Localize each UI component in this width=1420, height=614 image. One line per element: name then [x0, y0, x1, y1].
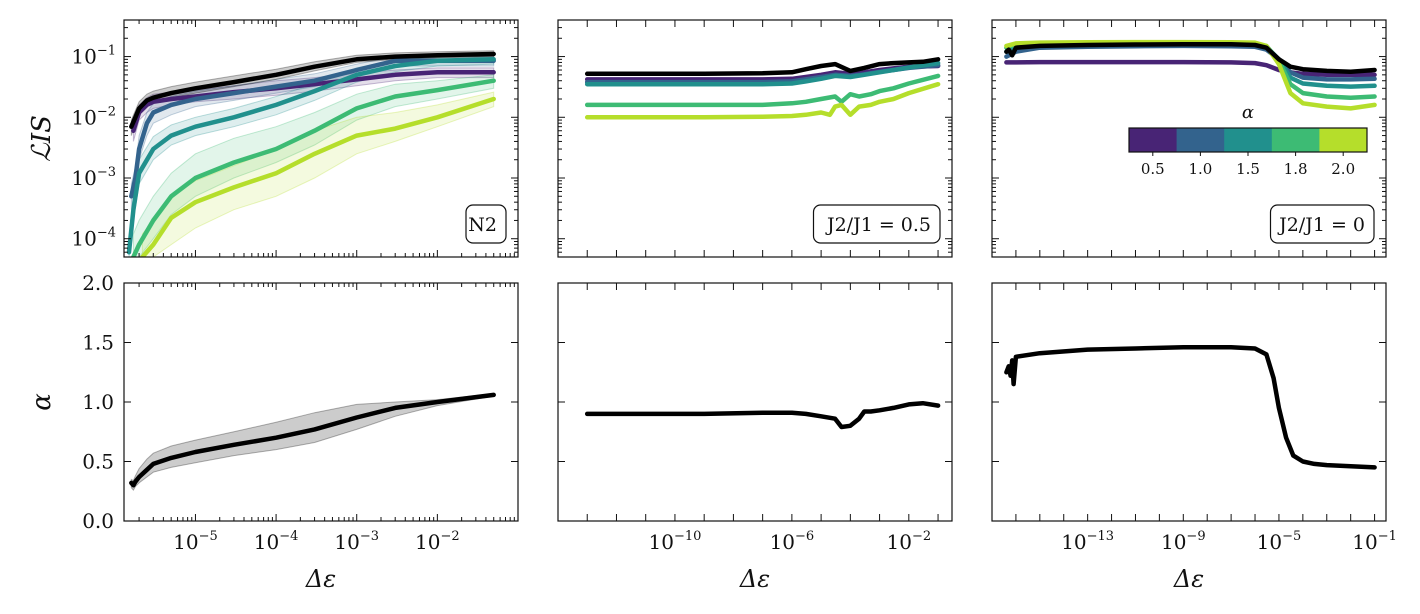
- y-ticks-p5: [558, 282, 952, 522]
- colorbar-segment: [1129, 128, 1178, 152]
- panel-p4: 0.0 0.5 1.0 1.5 2.0 10−5 10−4 10−3 10−2 α Δε: [27, 271, 519, 593]
- axes-frame-p2: [557, 19, 953, 258]
- colorbar-tick-label: 2.0: [1331, 160, 1355, 178]
- x-ticks-p1: [138, 20, 519, 257]
- x-tick-label: 10−5: [1257, 529, 1302, 554]
- series-line-p3-0: [1004, 59, 1377, 78]
- plot-area-p4: [129, 392, 496, 491]
- panel-p2: J2/J1 = 0.5: [557, 19, 953, 258]
- x-tick-label: 10−9: [1161, 529, 1206, 554]
- y-tick-label: 10−3: [71, 165, 116, 190]
- x-tick-label: 10−4: [254, 529, 299, 554]
- colorbar-tick-label: 1.8: [1284, 160, 1308, 178]
- x-axis-label-p6: Δε: [1173, 565, 1204, 593]
- series-line-p2-5: [584, 57, 941, 77]
- x-ticks-p2: [557, 20, 939, 257]
- series-line-p2-3: [584, 73, 941, 108]
- y-tick-label: 0.5: [82, 450, 114, 474]
- panel-p5: 10−10 10−6 10−2 Δε: [557, 282, 953, 593]
- band-p1-4: [141, 91, 495, 257]
- y-ticks-p6: [992, 282, 1386, 522]
- band-p4-0: [130, 393, 495, 491]
- x-tick-label: 10−3: [334, 529, 379, 554]
- colorbar-segment: [1176, 128, 1225, 152]
- y-ticks-p1: [124, 27, 518, 253]
- series-line-p2-2: [584, 60, 941, 87]
- x-tick-label: 10−13: [1061, 529, 1114, 554]
- colorbar-tick-label: 0.5: [1141, 160, 1165, 178]
- y-tick-label: 1.0: [82, 390, 114, 414]
- x-tick-label: 10−2: [415, 529, 460, 554]
- plot-area-p3: [1004, 39, 1377, 111]
- plot-area-p2: [584, 57, 941, 120]
- y-ticks-p4: [124, 282, 518, 522]
- plot-area-p1: [126, 50, 496, 257]
- series-line-p2-4: [584, 81, 941, 120]
- x-tick-label: 10−2: [887, 529, 932, 554]
- band-p1-3: [132, 74, 495, 257]
- y-tick-label: 10−4: [71, 226, 116, 251]
- colorbar: α 0.5 1.0 1.5 1.8 2.0: [1128, 102, 1368, 178]
- x-tick-label: 10−10: [648, 529, 701, 554]
- x-tick-label: 10−5: [173, 529, 218, 554]
- panel-p6: 10−13 10−9 10−5 10−1 Δε: [991, 282, 1397, 593]
- y-ticks-p3: [992, 27, 1386, 253]
- x-axis-label-p5: Δε: [739, 565, 770, 593]
- colorbar-title: α: [1242, 102, 1254, 123]
- y-tick-label: 10−1: [71, 44, 116, 69]
- x-axis-label-p4: Δε: [305, 565, 336, 593]
- annotation-box-p3: [1269, 204, 1375, 244]
- annotation-p3: J2/J1 = 0: [1277, 214, 1365, 236]
- axes-frame-p1: [123, 19, 519, 258]
- series-line-p1-5: [129, 51, 496, 129]
- axes-frame-p6: [991, 282, 1387, 522]
- series-line-p3-5: [1004, 41, 1377, 75]
- annotation-p1: N2: [468, 214, 497, 236]
- x-tick-label: 10−1: [1352, 529, 1397, 554]
- annotation-box-p2: [812, 204, 941, 244]
- series-line-p3-4: [1004, 39, 1377, 111]
- y-axis-label-p1: ℒIS: [27, 115, 57, 162]
- x-ticks-p5: [557, 283, 939, 521]
- series-line-p5-0: [584, 400, 941, 430]
- colorbar-segment: [1271, 128, 1320, 152]
- y-tick-label: 10−2: [71, 104, 116, 129]
- series-line-p1-4: [140, 96, 496, 257]
- panel-p3: J2/J1 = 0: [991, 19, 1387, 258]
- y-ticks-p2: [558, 27, 952, 253]
- x-tick-label: 10−6: [770, 529, 815, 554]
- series-line-p1-1: [129, 58, 496, 199]
- x-ticks-p3: [991, 20, 1376, 257]
- colorbar-tick-label: 1.5: [1236, 160, 1260, 178]
- panel-p1: 10−1 10−2 10−3 10−4 ℒIS N2: [27, 19, 519, 258]
- annotation-box-p1: [465, 204, 507, 244]
- plot-area-p6: [1004, 345, 1377, 470]
- plot-area-p5: [584, 400, 941, 430]
- series-line-p1-2: [126, 57, 496, 255]
- annotation-p2: J2/J1 = 0.5: [825, 214, 931, 236]
- x-ticks-p4: [138, 283, 519, 521]
- colorbar-segment: [1319, 128, 1368, 152]
- y-tick-label: 1.5: [82, 331, 114, 355]
- band-p1-2: [128, 54, 495, 257]
- series-line-p4-0: [129, 392, 496, 488]
- y-tick-label: 2.0: [82, 271, 114, 295]
- y-tick-label: 0.0: [82, 509, 114, 533]
- series-line-p1-3: [131, 78, 496, 257]
- x-ticks-p6: [991, 283, 1376, 521]
- axes-frame-p3: [991, 19, 1387, 258]
- series-line-p6-0: [1004, 345, 1377, 470]
- colorbar-tick-label: 1.0: [1188, 160, 1212, 178]
- colorbar-segment: [1224, 128, 1273, 152]
- axes-frame-p5: [557, 282, 953, 522]
- y-axis-label-p4: α: [27, 393, 57, 411]
